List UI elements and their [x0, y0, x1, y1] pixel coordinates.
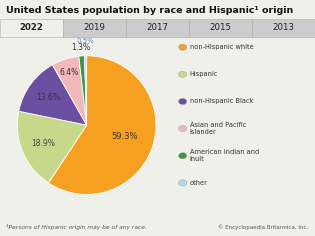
Text: United States population by race and Hispanic¹ origin: United States population by race and His… [6, 6, 294, 15]
Text: 6.4%: 6.4% [60, 68, 79, 77]
Text: 2019: 2019 [83, 23, 106, 32]
Text: 2013: 2013 [272, 23, 295, 32]
Wedge shape [19, 65, 87, 125]
Text: American Indian and
Inuit: American Indian and Inuit [190, 149, 259, 162]
Text: 2015: 2015 [209, 23, 232, 32]
Text: non-Hispanic white: non-Hispanic white [190, 44, 253, 50]
Text: © Encyclopaedia Britannica, Inc.: © Encyclopaedia Britannica, Inc. [218, 224, 309, 230]
Text: 2017: 2017 [146, 23, 169, 32]
Wedge shape [53, 56, 87, 125]
Text: 13.6%: 13.6% [37, 93, 60, 102]
Text: other: other [190, 180, 208, 186]
Wedge shape [17, 111, 87, 183]
Text: 2022: 2022 [20, 23, 43, 32]
Text: 59.3%: 59.3% [112, 132, 138, 141]
Text: ¹Persons of Hispanic origin may be of any race.: ¹Persons of Hispanic origin may be of an… [6, 224, 147, 230]
Text: 1.3%: 1.3% [72, 43, 91, 52]
Text: Hispanic: Hispanic [190, 71, 218, 77]
Wedge shape [49, 56, 156, 194]
Text: 18.9%: 18.9% [31, 139, 55, 148]
Wedge shape [79, 56, 87, 125]
Text: Asian and Pacific
Islander: Asian and Pacific Islander [190, 122, 246, 135]
Wedge shape [84, 56, 87, 125]
Text: non-Hispanic Black: non-Hispanic Black [190, 98, 253, 105]
Text: 0.5%: 0.5% [77, 38, 94, 44]
